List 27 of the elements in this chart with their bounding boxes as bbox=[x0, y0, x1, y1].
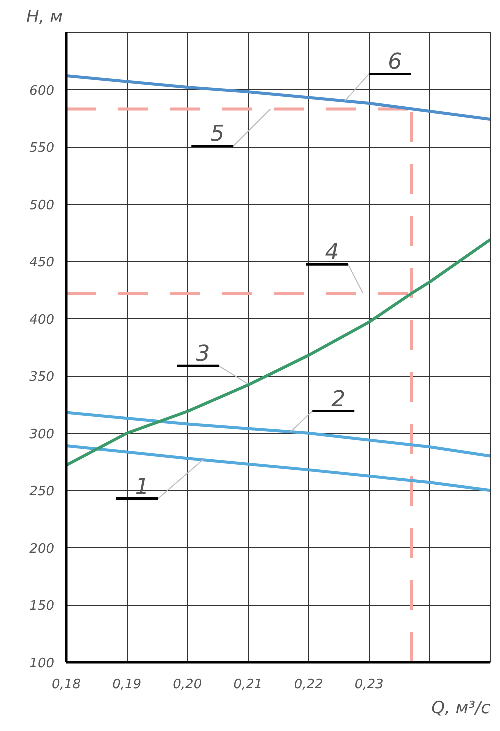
annotation: 6 bbox=[388, 50, 402, 76]
x-tick-label: 0,20 bbox=[173, 678, 202, 692]
y-tick-label: 600 bbox=[30, 84, 55, 99]
line-series bbox=[66, 238, 490, 467]
y-tick-label: 550 bbox=[30, 141, 55, 156]
y-tick-label: 500 bbox=[30, 198, 55, 214]
y-tick-label: 200 bbox=[30, 542, 55, 557]
annotation: 3 bbox=[196, 342, 210, 368]
y-tick-label: 400 bbox=[30, 312, 55, 328]
annotation: 5 bbox=[210, 122, 225, 148]
y-tick-label: 450 bbox=[30, 256, 55, 271]
y-tick-label: 250 bbox=[30, 484, 55, 500]
y-tick-label: 150 bbox=[30, 599, 55, 614]
annotation: 4 bbox=[325, 240, 340, 266]
line-series bbox=[66, 444, 490, 492]
x-tick-label: 0,18 bbox=[52, 678, 81, 692]
line-series bbox=[66, 411, 490, 458]
x-tick-label: 0,23 bbox=[354, 678, 384, 692]
y-axis-title: H, м bbox=[26, 8, 64, 28]
x-axis-title: Q, м³/с bbox=[432, 698, 492, 718]
y-tick-label: 350 bbox=[30, 370, 55, 386]
x-tick-label: 0,22 bbox=[294, 678, 324, 692]
x-tick-label: 0,21 bbox=[234, 678, 263, 692]
annotation: 2 bbox=[332, 387, 346, 412]
y-tick-label: 300 bbox=[30, 427, 55, 442]
y-tick-label: 100 bbox=[30, 656, 55, 672]
x-tick-label: 0,19 bbox=[112, 678, 142, 692]
